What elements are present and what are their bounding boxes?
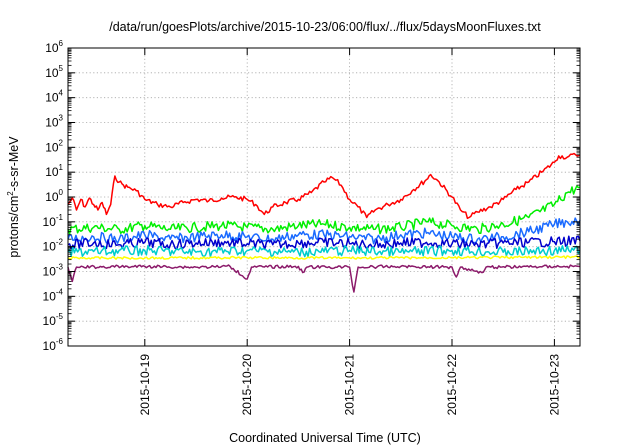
series-line-3 <box>67 217 581 245</box>
y-tick-label: 104 <box>45 89 63 105</box>
x-tick-labels: 2015-10-19 2015-10-20 2015-10-21 2015-10-22… <box>138 354 562 416</box>
y-tick-label: 10-4 <box>43 287 64 303</box>
series-line-7 <box>67 264 580 293</box>
y-tick-label: 10-3 <box>43 263 64 279</box>
series-line-2 <box>67 185 581 235</box>
y-tick-label: 103 <box>45 114 63 130</box>
y-tick-label: 102 <box>45 138 63 154</box>
x-tick-label: 2015-10-21 <box>343 354 357 416</box>
series-layer <box>67 152 581 293</box>
y-tick-label: 105 <box>45 64 63 80</box>
y-tick-label: 101 <box>45 163 63 179</box>
y-tick-label: 106 <box>45 39 63 55</box>
x-tick-label: 2015-10-22 <box>445 354 459 416</box>
x-tick-label: 2015-10-23 <box>547 354 561 416</box>
series-line-1 <box>67 152 581 220</box>
x-tick-label: 2015-10-20 <box>240 354 254 416</box>
series-line-5 <box>67 244 581 258</box>
chart-title: /data/run/goesPlots/archive/2015-10-23/0… <box>109 20 541 34</box>
x-axis-label: Coordinated Universal Time (UTC) <box>229 431 421 445</box>
y-tick-label: 10-1 <box>43 213 64 229</box>
ticks-layer <box>68 47 580 347</box>
y-tick-label: 100 <box>45 188 63 204</box>
grid-layer <box>68 48 580 346</box>
series-line-4 <box>67 235 581 250</box>
series-line-6 <box>67 255 581 260</box>
y-tick-label: 10-2 <box>43 238 64 254</box>
y-axis-label: protons/cm2-s-sr-MeV <box>6 136 21 258</box>
y-tick-labels: 10-6 10-5 10-4 10-3 10-2 10-1 100 101 102 103 104 1… <box>43 39 64 353</box>
x-tick-label: 2015-10-19 <box>138 354 152 416</box>
y-tick-label: 10-5 <box>43 312 64 328</box>
y-tick-label: 10-6 <box>43 337 64 353</box>
